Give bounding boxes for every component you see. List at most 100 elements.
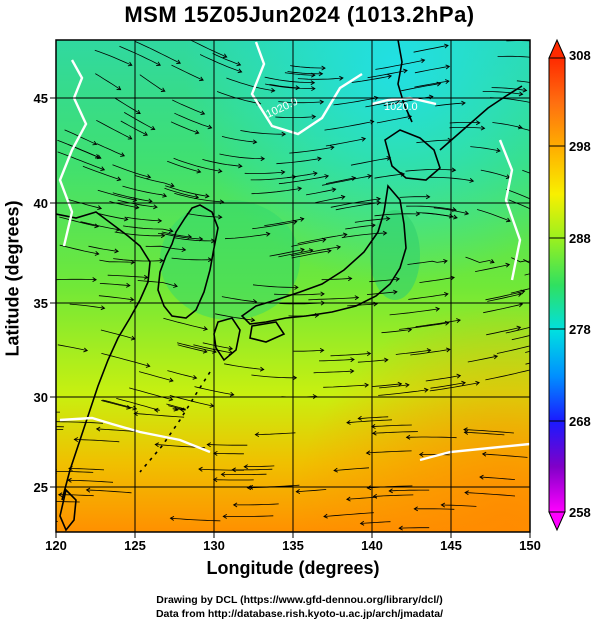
streamline-arrowhead [425, 194, 431, 200]
streamline [360, 521, 391, 524]
streamline [98, 213, 128, 220]
streamline-arrowhead [292, 375, 298, 381]
streamline-arrowhead [156, 61, 161, 66]
streamline-arrowhead [440, 502, 446, 508]
streamline-arrowhead [162, 193, 168, 198]
colorbar-label: 298 [569, 139, 591, 154]
streamline [492, 122, 522, 129]
streamline [240, 130, 286, 135]
streamline [97, 189, 137, 201]
streamline-arrowhead [206, 442, 212, 448]
streamline [287, 172, 317, 178]
streamline-arrowhead [30, 500, 34, 504]
streamline-arrowhead [160, 87, 166, 92]
streamline-arrowhead [395, 276, 400, 282]
streamline-arrowhead [475, 380, 480, 386]
streamline-arrowhead [452, 207, 457, 212]
streamline-arrowhead [336, 244, 342, 250]
streamline-arrowhead [505, 262, 511, 268]
streamline [371, 383, 402, 387]
streamline [346, 419, 392, 424]
streamline [216, 91, 261, 105]
streamline-arrowhead [418, 452, 424, 457]
streamline [483, 303, 523, 314]
streamline [269, 84, 300, 89]
streamline [88, 245, 119, 252]
streamline-arrowhead [475, 120, 481, 126]
streamline [219, 153, 265, 160]
streamline [165, 185, 209, 197]
streamline-arrowhead [120, 152, 125, 157]
coastlines [56, 40, 523, 532]
streamline-arrowhead [405, 434, 411, 440]
streamline-arrowhead [357, 415, 363, 421]
streamline [64, 129, 97, 145]
streamline [96, 119, 132, 140]
streamline-arrowhead [326, 248, 332, 254]
streamline [244, 465, 275, 468]
y-tick-label: 30 [34, 390, 48, 405]
streamline [224, 363, 264, 370]
streamline-arrowhead [168, 396, 174, 402]
ryukyu-islands [139, 371, 211, 473]
streamline-arrowhead [96, 154, 102, 160]
streamline-arrowhead [456, 318, 461, 324]
streamline-arrowhead [94, 223, 100, 229]
streamline [278, 101, 324, 104]
colorbar-label: 268 [569, 414, 591, 429]
contour-label-2: 1020.0 [384, 101, 418, 113]
streamline [465, 256, 495, 263]
streamline [274, 293, 325, 296]
shikoku-coast [249, 321, 286, 343]
streamline-arrowhead [376, 196, 381, 202]
streamline-arrowhead [222, 514, 228, 519]
lat-lon-grid [56, 40, 530, 532]
streamline [366, 450, 412, 454]
streamline-arrowhead [445, 64, 451, 70]
streamline-arrowhead [243, 464, 248, 470]
streamline-arrowhead [445, 79, 450, 85]
streamline-arrowhead [13, 520, 16, 524]
streamline [126, 216, 162, 222]
streamline-arrowhead [536, 259, 540, 263]
streamline-arrowhead [281, 131, 287, 137]
streamline-arrowhead [382, 230, 388, 236]
streamline [163, 317, 208, 330]
streamline-arrowhead [443, 258, 448, 264]
streamline [99, 283, 130, 286]
streamline-arrowhead [444, 43, 449, 49]
streamline-arrowhead [265, 231, 271, 237]
streamline [98, 295, 134, 301]
streamline-arrowhead [480, 125, 486, 131]
streamline [212, 53, 241, 66]
streamline-arrowhead [365, 450, 371, 456]
streamline [405, 169, 456, 172]
honshu-coast [240, 184, 407, 325]
streamline-arrowhead [100, 166, 106, 171]
streamline [381, 329, 412, 334]
streamline-arrowhead [125, 282, 131, 288]
streamline-arrowhead [153, 407, 159, 413]
streamline-arrowhead [169, 182, 175, 188]
streamline-arrowhead [295, 85, 301, 91]
streamlines [13, 40, 573, 531]
streamline-arrowhead [114, 248, 119, 254]
streamline [289, 146, 334, 154]
pressure-contours [58, 41, 530, 462]
streamline [323, 384, 369, 388]
streamline-arrowhead [359, 520, 365, 526]
streamline [278, 175, 329, 185]
streamline-arrowhead [203, 326, 208, 331]
streamline-arrowhead [569, 261, 573, 265]
streamline-arrowhead [393, 289, 398, 295]
streamline [202, 342, 233, 350]
streamline [467, 355, 498, 363]
streamline-arrowhead [20, 411, 24, 415]
streamline [350, 157, 391, 166]
streamline-arrowhead [295, 489, 301, 494]
streamline [59, 244, 99, 255]
streamline [134, 413, 185, 418]
streamline [441, 504, 477, 507]
streamline [174, 192, 224, 203]
streamline-arrowhead [196, 168, 202, 174]
